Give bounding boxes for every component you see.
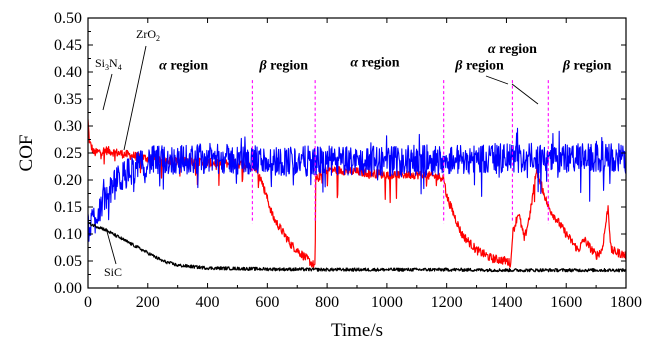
x-tick-label: 1600 bbox=[550, 294, 582, 311]
region-label: β region bbox=[259, 58, 309, 73]
y-tick-label: 0.40 bbox=[54, 64, 82, 81]
y-tick-label: 0.30 bbox=[54, 118, 82, 135]
x-tick-label: 1000 bbox=[371, 294, 403, 311]
y-tick-label: 0.20 bbox=[54, 172, 82, 189]
sic-label-leader bbox=[105, 227, 117, 265]
x-tick-label: 1200 bbox=[431, 294, 463, 311]
x-tick-label: 800 bbox=[315, 294, 339, 311]
y-tick-label: 0.10 bbox=[54, 226, 82, 243]
region-boundaries bbox=[251, 80, 549, 224]
y-tick-label: 0.45 bbox=[54, 37, 82, 54]
y-tick-label: 0.00 bbox=[54, 280, 82, 297]
zro2-series-label: ZrO2 bbox=[136, 27, 160, 43]
series-line-sic bbox=[88, 221, 626, 273]
series-line-zro2 bbox=[88, 127, 626, 242]
x-tick-label: 200 bbox=[136, 294, 160, 311]
y-tick-label: 0.05 bbox=[54, 253, 82, 270]
region-label: β region bbox=[454, 58, 504, 73]
x-tick-label: 1400 bbox=[490, 294, 522, 311]
x-tick-label: 600 bbox=[255, 294, 279, 311]
x-tick-label: 0 bbox=[84, 294, 92, 311]
axis-ticks: 0 200 400 600 800 1000 1200 1400 1600 1800 0.00 0.0… bbox=[54, 10, 642, 311]
y-tick-label: 0.15 bbox=[54, 199, 82, 216]
si3n4-series-label: Si3N4 bbox=[95, 56, 122, 72]
y-axis-title: COF bbox=[16, 135, 37, 172]
y-tick-label: 0.50 bbox=[54, 10, 82, 27]
alpha-region-arrow-right bbox=[511, 83, 539, 105]
region-label: β region bbox=[562, 58, 612, 73]
x-axis-title: Time/s bbox=[331, 320, 383, 341]
sic-series-label: SiC bbox=[104, 265, 122, 279]
series-layer bbox=[88, 119, 626, 273]
region-label: α region bbox=[350, 56, 399, 71]
series-line-si3n4 bbox=[88, 119, 626, 269]
y-tick-label: 0.25 bbox=[54, 145, 82, 162]
x-tick-label: 400 bbox=[196, 294, 220, 311]
zro2-label-leader bbox=[123, 45, 147, 151]
region-label: α region bbox=[159, 58, 208, 73]
y-tick-label: 0.35 bbox=[54, 91, 82, 108]
x-tick-label: 1800 bbox=[610, 294, 642, 311]
si3n4-label-leader bbox=[102, 73, 113, 111]
region-label: α region bbox=[488, 42, 537, 57]
alpha-region-arrow-left bbox=[485, 75, 509, 85]
